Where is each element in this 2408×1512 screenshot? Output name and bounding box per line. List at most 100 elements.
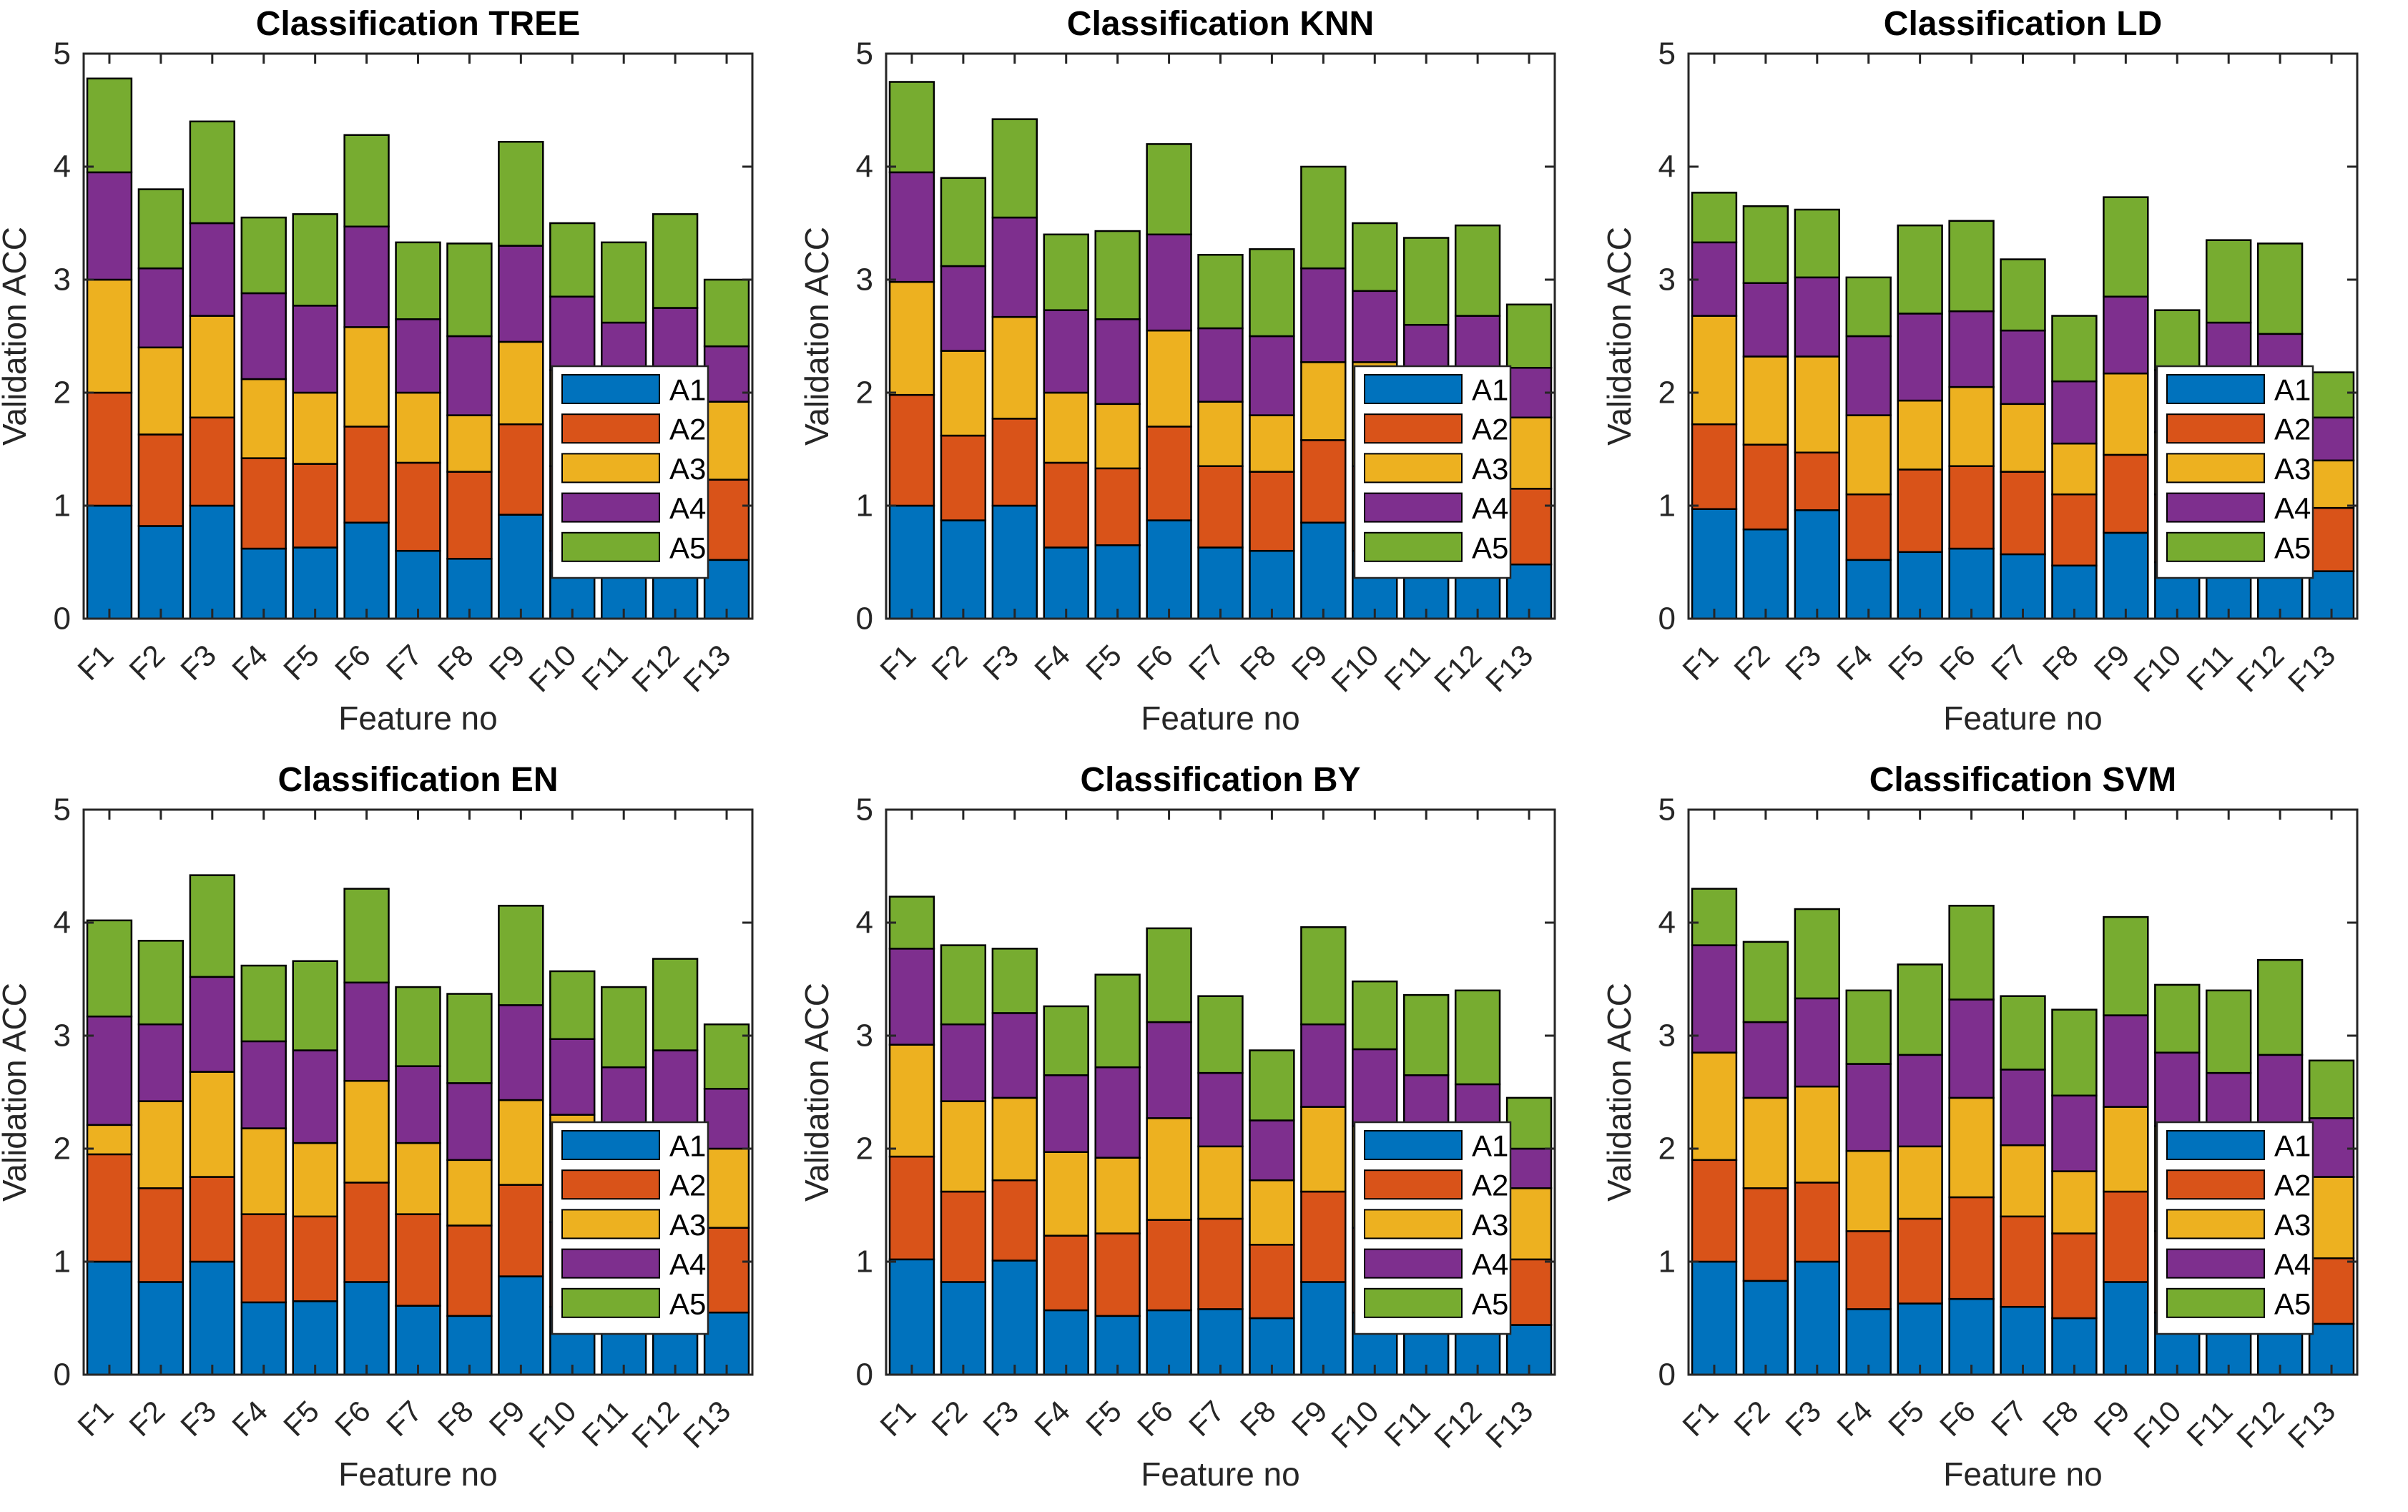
x-tick-label: F12 bbox=[1427, 638, 1488, 698]
legend-label: A3 bbox=[669, 1208, 706, 1242]
x-tick-label: F9 bbox=[483, 1394, 531, 1443]
bar-segment-F11-A5 bbox=[1403, 237, 1450, 326]
bar-segment-F7-A1 bbox=[2000, 1305, 2046, 1376]
x-tick-label: F6 bbox=[328, 1394, 377, 1443]
legend-swatch-A3 bbox=[1364, 453, 1463, 483]
bar-segment-F11-A5 bbox=[2206, 989, 2252, 1074]
x-tick-label: F6 bbox=[328, 638, 377, 687]
bar-segment-F1-A2 bbox=[86, 391, 133, 507]
bar-segment-F7-A1 bbox=[395, 549, 441, 620]
bar-segment-F1-A2 bbox=[888, 393, 935, 507]
bar-segment-F5-A2 bbox=[1897, 468, 1943, 554]
bar-segment-F4-A3 bbox=[1845, 1149, 1892, 1232]
bar-segment-F9-A3 bbox=[2103, 372, 2149, 456]
x-tick-label: F7 bbox=[1182, 638, 1231, 687]
x-tick-label: F5 bbox=[1882, 1394, 1930, 1443]
bar-segment-F9-A5 bbox=[2103, 196, 2149, 298]
legend-swatch-A5 bbox=[2166, 531, 2265, 562]
bar-segment-F1-A3 bbox=[1691, 315, 1738, 426]
x-axis-label: Feature no bbox=[338, 699, 497, 737]
bar-segment-F1-A5 bbox=[1691, 192, 1738, 244]
x-tick-label: F8 bbox=[431, 1394, 480, 1443]
bar-segment-F2-A5 bbox=[1742, 205, 1789, 284]
bar-segment-F10-A5 bbox=[1352, 222, 1398, 293]
y-tick-label: 1 bbox=[856, 489, 873, 524]
bar-segment-F3-A3 bbox=[189, 315, 235, 419]
bar-segment-F9-A4 bbox=[1300, 1023, 1347, 1108]
bar-segment-F2-A5 bbox=[1742, 941, 1789, 1023]
bar-segment-F3-A3 bbox=[991, 1096, 1038, 1182]
x-tick-label: F11 bbox=[1377, 638, 1436, 697]
bar-segment-F4-A4 bbox=[240, 1040, 287, 1129]
bar-segment-F3-A5 bbox=[991, 118, 1038, 219]
bar-segment-F1-A3 bbox=[86, 1124, 133, 1156]
bar-segment-F5-A3 bbox=[1897, 1145, 1943, 1220]
bar-segment-F10-A4 bbox=[1352, 1048, 1398, 1127]
y-tick-label: 4 bbox=[1658, 905, 1676, 941]
bar-segment-F6-A3 bbox=[1146, 1117, 1192, 1221]
bar-segment-F1-A4 bbox=[86, 1015, 133, 1126]
x-tick-label: F10 bbox=[2127, 638, 2187, 698]
bar-segment-F7-A4 bbox=[1197, 1071, 1244, 1148]
bar-segment-F4-A5 bbox=[1845, 276, 1892, 338]
x-tick-label: F5 bbox=[1079, 1394, 1128, 1443]
bar-segment-F2-A2 bbox=[940, 1190, 987, 1283]
bar-segment-F13-A5 bbox=[703, 278, 750, 348]
bar-segment-F10-A4 bbox=[549, 295, 596, 371]
chart-title: Classification EN bbox=[277, 761, 558, 799]
legend-label: A1 bbox=[669, 1129, 706, 1163]
x-tick-label: F5 bbox=[277, 638, 325, 687]
bar-segment-F6-A5 bbox=[343, 134, 390, 227]
bar-segment-F8-A3 bbox=[446, 414, 493, 473]
bar-segment-F5-A5 bbox=[1094, 230, 1141, 320]
x-tick-label: F4 bbox=[1830, 1394, 1879, 1443]
bar-segment-F5-A2 bbox=[1094, 467, 1141, 546]
bar-segment-F7-A4 bbox=[2000, 329, 2046, 406]
bar-segment-F9-A5 bbox=[1300, 165, 1347, 270]
legend-label: A5 bbox=[2274, 1287, 2311, 1320]
bar-segment-F1-A2 bbox=[86, 1153, 133, 1263]
bar-segment-F8-A2 bbox=[2051, 493, 2098, 566]
bar-segment-F7-A2 bbox=[1197, 465, 1244, 549]
y-tick-label: 3 bbox=[54, 1018, 71, 1054]
legend-label: A4 bbox=[1472, 1247, 1508, 1281]
x-tick-label: F3 bbox=[976, 638, 1025, 687]
bar-segment-F5-A2 bbox=[292, 1215, 338, 1302]
bar-segment-F4-A4 bbox=[1043, 1074, 1089, 1153]
bar-segment-F9-A1 bbox=[1300, 1281, 1347, 1376]
bar-segment-F3-A2 bbox=[991, 1179, 1038, 1262]
legend-label: A1 bbox=[2274, 1129, 2311, 1163]
legend-swatch-A1 bbox=[561, 1130, 660, 1160]
bar-segment-F7-A2 bbox=[395, 1213, 441, 1307]
bar-segment-F13-A5 bbox=[703, 1023, 750, 1090]
bar-segment-F2-A2 bbox=[137, 433, 185, 527]
bar-segment-F7-A4 bbox=[395, 1065, 441, 1144]
legend-swatch-A4 bbox=[2166, 492, 2265, 523]
legend-swatch-A2 bbox=[2166, 1169, 2265, 1200]
y-tick-label: 1 bbox=[1658, 1245, 1676, 1280]
bar-segment-F5-A4 bbox=[1094, 1066, 1141, 1159]
bar-segment-F8-A2 bbox=[1249, 471, 1295, 552]
legend-label: A5 bbox=[1472, 531, 1508, 564]
x-tick-label: F13 bbox=[2281, 1394, 2341, 1454]
legend-swatch-A3 bbox=[561, 1209, 660, 1239]
bar-segment-F5-A5 bbox=[292, 960, 338, 1051]
legend-label: A2 bbox=[1472, 1169, 1508, 1202]
legend-label: A4 bbox=[669, 1247, 706, 1281]
x-tick-label: F2 bbox=[1727, 638, 1776, 687]
x-tick-label: F11 bbox=[575, 1394, 634, 1453]
bar-segment-F5-A1 bbox=[1897, 1302, 1943, 1376]
bar-segment-F2-A1 bbox=[137, 525, 185, 620]
bar-segment-F5-A5 bbox=[1897, 224, 1943, 315]
bar-segment-F7-A4 bbox=[395, 318, 441, 394]
bar-segment-F3-A4 bbox=[991, 1012, 1038, 1099]
bar-segment-F1-A4 bbox=[1691, 241, 1738, 317]
y-tick-label: 3 bbox=[1658, 1018, 1676, 1054]
y-tick-label: 0 bbox=[1658, 602, 1676, 637]
bar-segment-F3-A3 bbox=[991, 315, 1038, 420]
legend-label: A1 bbox=[669, 373, 706, 407]
bar-segment-F8-A3 bbox=[2051, 442, 2098, 496]
bar-segment-F6-A3 bbox=[1948, 1096, 1995, 1199]
bar-segment-F2-A4 bbox=[1742, 1021, 1789, 1099]
y-tick-label: 4 bbox=[54, 149, 71, 185]
